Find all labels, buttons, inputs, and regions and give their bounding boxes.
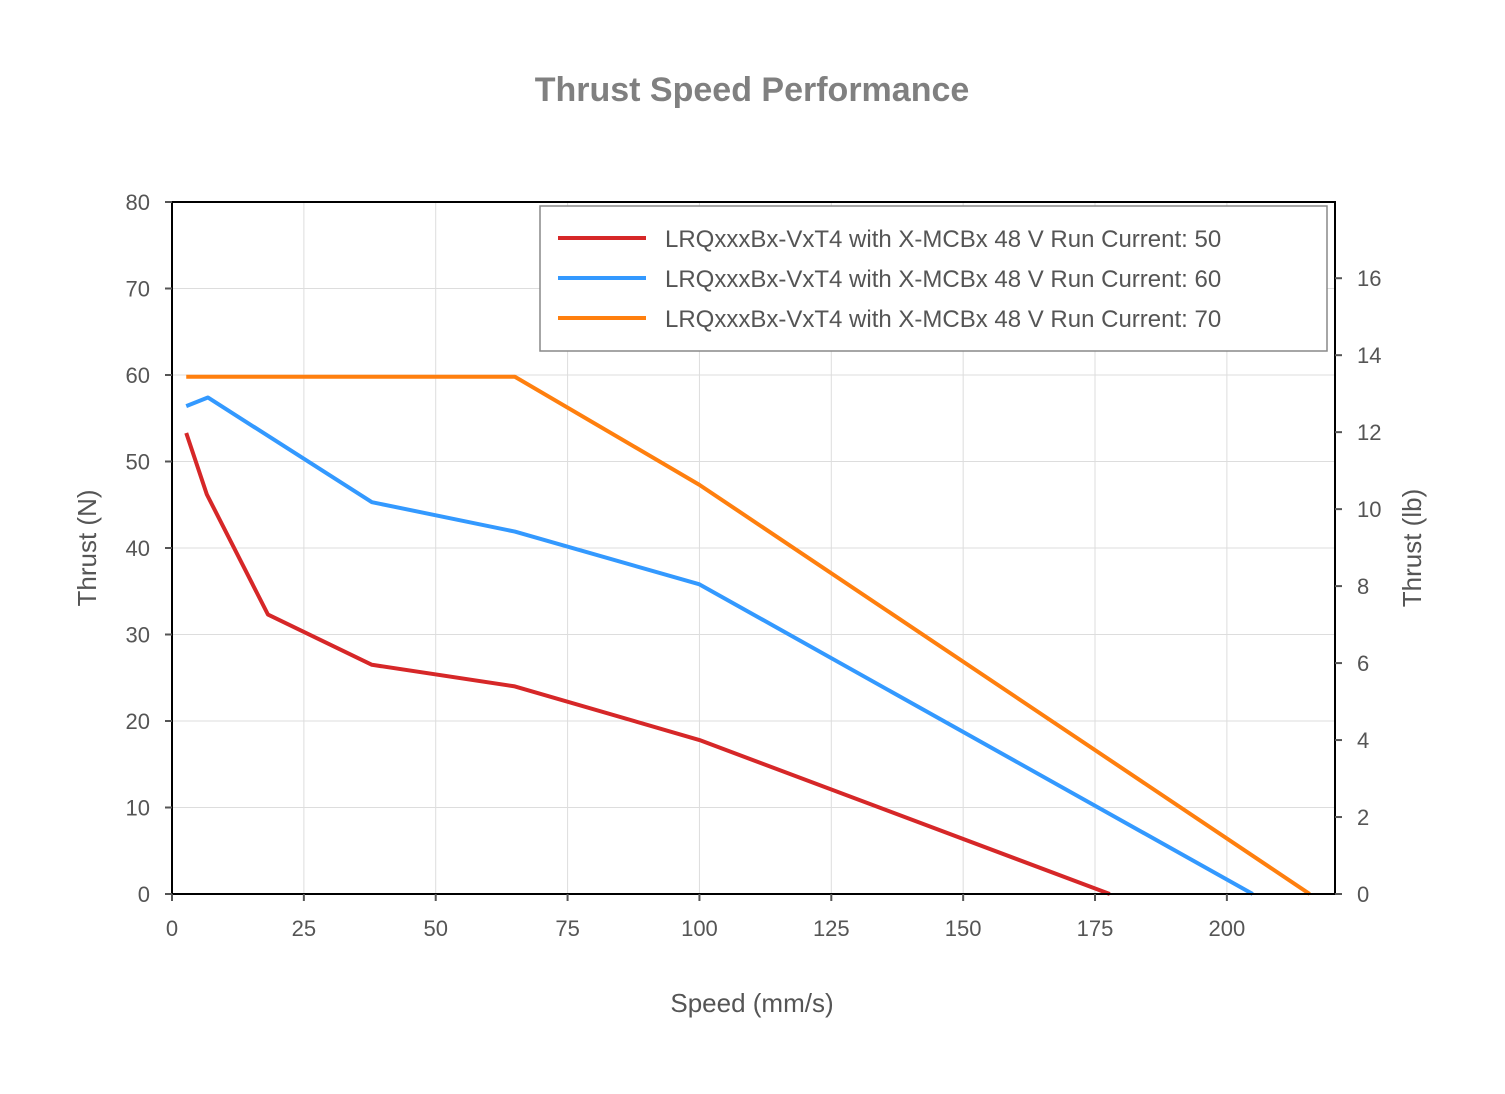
x-tick-label: 75 — [555, 916, 579, 941]
x-tick-label: 50 — [423, 916, 447, 941]
y-tick-label: 40 — [126, 536, 150, 561]
x-tick-label: 125 — [813, 916, 850, 941]
series-line-2 — [185, 395, 1254, 896]
legend-entry: LRQxxxBx-VxT4 with X-MCBx 48 V Run Curre… — [665, 266, 1221, 293]
legend-box — [539, 205, 1328, 352]
y2-tick-label: 16 — [1357, 266, 1381, 291]
y2-axis-label: Thrust (lb) — [1397, 489, 1427, 607]
x-tick-label: 0 — [166, 916, 178, 941]
y-tick-label: 80 — [126, 190, 150, 215]
y2-tick-label: 12 — [1357, 420, 1381, 445]
legend: LRQxxxBx-VxT4 with X-MCBx 48 V Run Curre… — [539, 205, 1328, 352]
y2-tick-label: 14 — [1357, 343, 1381, 368]
y-tick-label: 60 — [126, 363, 150, 388]
y-tick-label: 20 — [126, 709, 150, 734]
series-line-1 — [184, 432, 1111, 896]
y2-tick-label: 10 — [1357, 497, 1381, 522]
x-tick-label: 150 — [945, 916, 982, 941]
x-tick-label: 100 — [681, 916, 718, 941]
y2-tick-label: 8 — [1357, 574, 1369, 599]
y-tick-label: 50 — [126, 450, 150, 475]
x-tick-label: 25 — [292, 916, 316, 941]
x-tick-label: 200 — [1209, 916, 1246, 941]
chart-title: Thrust Speed Performance — [535, 71, 970, 109]
y-tick-label: 30 — [126, 623, 150, 648]
y2-tick-label: 2 — [1357, 805, 1369, 830]
y2-tick-label: 0 — [1357, 882, 1369, 907]
y-tick-label: 70 — [126, 277, 150, 302]
x-axis-label: Speed (mm/s) — [670, 988, 833, 1018]
legend-entry: LRQxxxBx-VxT4 with X-MCBx 48 V Run Curre… — [665, 226, 1221, 253]
y-tick-label: 0 — [138, 882, 150, 907]
y-axis-label: Thrust (N) — [72, 490, 102, 607]
y2-tick-label: 4 — [1357, 728, 1369, 753]
series-line-3 — [186, 374, 1311, 896]
x-tick-label: 175 — [1077, 916, 1114, 941]
legend-entry: LRQxxxBx-VxT4 with X-MCBx 48 V Run Curre… — [665, 306, 1221, 333]
y-tick-label: 10 — [126, 796, 150, 821]
y2-tick-label: 6 — [1357, 651, 1369, 676]
